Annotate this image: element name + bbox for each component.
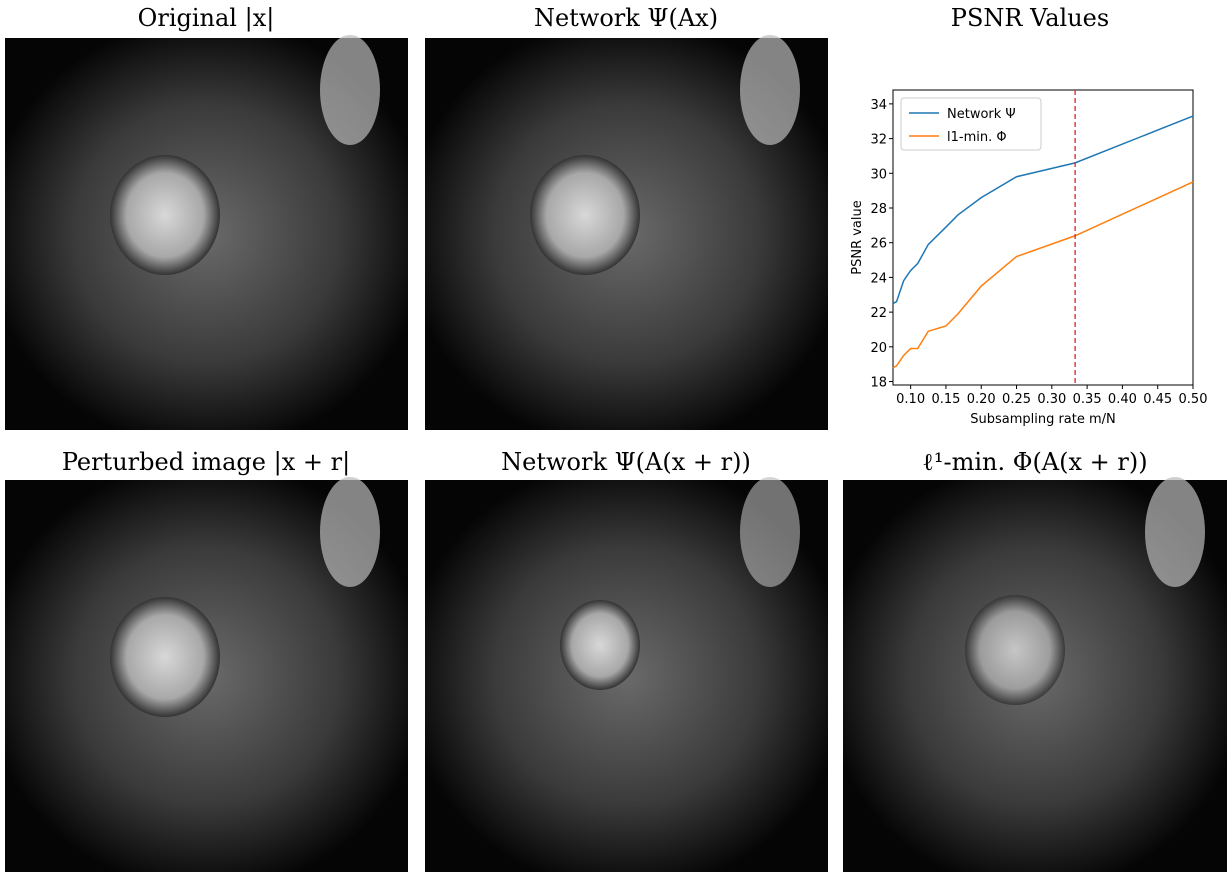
- y-tick-label: 26: [870, 237, 887, 252]
- y-tick-label: 24: [870, 271, 887, 286]
- mri-image: [425, 477, 828, 872]
- x-tick-label: 0.15: [931, 392, 960, 407]
- x-tick-label: 0.45: [1143, 392, 1172, 407]
- x-tick-label: 0.25: [1002, 392, 1031, 407]
- legend-label: l1-min. Φ: [947, 130, 1007, 145]
- legend-label: Network Ψ: [947, 107, 1016, 122]
- mri-image: [5, 35, 408, 430]
- y-tick-label: 32: [870, 133, 887, 148]
- x-axis-label: Subsampling rate m/N: [970, 412, 1116, 427]
- legend-box: [900, 97, 1042, 151]
- y-tick-label: 20: [870, 341, 887, 356]
- mri-image: [5, 477, 408, 872]
- y-tick-label: 30: [870, 167, 887, 182]
- y-axis-label: PSNR value: [850, 200, 865, 275]
- x-tick-label: 0.35: [1073, 392, 1102, 407]
- y-tick-label: 34: [870, 98, 887, 113]
- y-tick-label: 22: [870, 306, 887, 321]
- y-tick-label: 18: [870, 376, 887, 391]
- series-line: [892, 115, 1194, 305]
- series-line: [892, 181, 1194, 369]
- x-tick-label: 0.10: [896, 392, 925, 407]
- mri-image: [425, 35, 828, 430]
- x-tick-label: 0.30: [1037, 392, 1066, 407]
- panel-title: ℓ¹-min. Φ(A(x + r)): [922, 448, 1147, 476]
- x-tick-label: 0.20: [967, 392, 996, 407]
- panel-title: Network Ψ(A(x + r)): [501, 448, 751, 476]
- x-tick-label: 0.40: [1108, 392, 1137, 407]
- panel-title: Network Ψ(Ax): [534, 4, 718, 32]
- chart-title: PSNR Values: [951, 4, 1109, 32]
- mri-image: [843, 477, 1227, 872]
- x-tick-label: 0.50: [1179, 392, 1208, 407]
- panel-title: Original |x|: [138, 4, 275, 33]
- panel-title: Perturbed image |x + r|: [62, 448, 350, 477]
- y-tick-label: 28: [870, 202, 887, 217]
